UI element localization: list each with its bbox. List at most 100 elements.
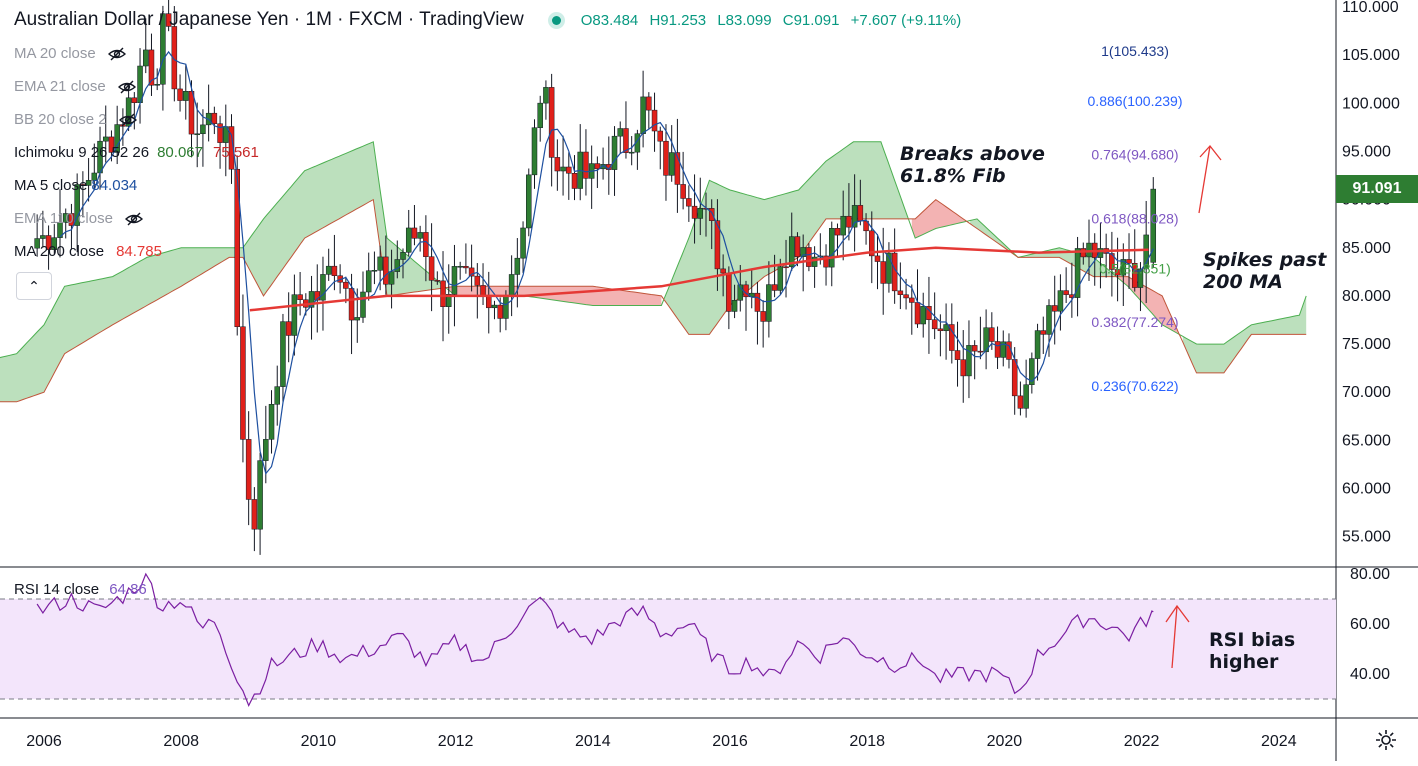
legend-ma5-label: MA 5 close bbox=[14, 177, 88, 194]
candle-body bbox=[594, 163, 601, 170]
legend-ema110-label: EMA 110 close bbox=[14, 210, 113, 227]
candle-body bbox=[108, 136, 115, 153]
candle-body bbox=[228, 126, 235, 170]
last-price-label: 91.091 bbox=[1336, 175, 1418, 203]
candle-body bbox=[51, 237, 58, 250]
hidden-eye-icon[interactable] bbox=[124, 212, 143, 226]
candle-body bbox=[285, 321, 292, 336]
candle-body bbox=[463, 265, 469, 269]
candle-body bbox=[566, 166, 572, 174]
candle-body bbox=[903, 294, 909, 299]
candle-body bbox=[1051, 305, 1058, 312]
low-value: L83.099 bbox=[717, 11, 772, 29]
candle-body bbox=[897, 290, 904, 295]
candle-body bbox=[1040, 330, 1047, 335]
candle-body bbox=[371, 270, 378, 272]
rsi-pane bbox=[0, 572, 1336, 707]
candle-body bbox=[966, 345, 972, 377]
candle-body bbox=[257, 460, 263, 530]
legend-bb[interactable]: BB 20 close 2 bbox=[14, 111, 137, 128]
legend-ichimoku[interactable]: Ichimoku 9 26 52 26 80.067 75.561 bbox=[14, 144, 259, 161]
ichimoku-cloud-segment bbox=[0, 141, 446, 402]
candle-body bbox=[1063, 290, 1069, 295]
candle-body bbox=[383, 256, 389, 285]
hidden-eye-icon[interactable] bbox=[117, 80, 136, 94]
candle-body bbox=[783, 266, 789, 269]
price-tick-label: 75.000 bbox=[1342, 336, 1391, 353]
price-tick-label: 105.000 bbox=[1342, 47, 1400, 64]
candle-body bbox=[245, 439, 252, 500]
candle-body bbox=[737, 284, 744, 301]
rsi-arrow-head bbox=[1165, 604, 1190, 623]
rsi-legend[interactable]: RSI 14 close 64.86 bbox=[14, 581, 147, 598]
price-tick-label: 65.000 bbox=[1342, 432, 1391, 449]
legend-ma200[interactable]: MA 200 close 84.785 bbox=[14, 243, 162, 260]
ichimoku-cloud-segment bbox=[664, 141, 909, 335]
hidden-eye-icon[interactable] bbox=[107, 47, 126, 61]
candle-body bbox=[806, 247, 812, 267]
candle-body bbox=[165, 13, 172, 27]
candle-body bbox=[937, 328, 944, 332]
gear-icon[interactable] bbox=[1374, 728, 1398, 752]
legend-ma5[interactable]: MA 5 close 84.034 bbox=[14, 177, 137, 194]
ohlc-readout: O83.484 H91.253 L83.099 C91.091 +7.607 (… bbox=[581, 12, 969, 29]
candle-body bbox=[846, 215, 852, 228]
rsi-tick-label: 80.00 bbox=[1350, 566, 1390, 583]
candle-body bbox=[325, 265, 332, 275]
candle-body bbox=[491, 304, 498, 309]
hidden-eye-icon[interactable] bbox=[118, 113, 137, 127]
candle-body bbox=[194, 133, 200, 136]
legend-ema21-label: EMA 21 close bbox=[14, 78, 106, 95]
change-value: +7.607 (+9.11%) bbox=[850, 11, 962, 29]
price-tick-label: 70.000 bbox=[1342, 384, 1391, 401]
price-tick-label: 85.000 bbox=[1342, 240, 1391, 257]
collapse-legend-button[interactable]: ⌃ bbox=[16, 272, 52, 300]
candle-body bbox=[989, 327, 995, 342]
annotation-line: 61.8% Fib bbox=[900, 165, 1006, 187]
annotation-line: RSI bias bbox=[1209, 629, 1296, 651]
candle-body bbox=[394, 259, 401, 272]
time-tick-label: 2010 bbox=[301, 733, 337, 750]
candle-body bbox=[994, 341, 1001, 358]
candle-body bbox=[1097, 248, 1104, 258]
candle-body bbox=[251, 499, 258, 530]
candle-body bbox=[320, 274, 326, 301]
candle-body bbox=[343, 281, 349, 289]
price-pane bbox=[0, 0, 1307, 555]
candle-body bbox=[794, 236, 801, 257]
candle-body bbox=[880, 261, 886, 284]
candle-body bbox=[674, 152, 681, 185]
legend-ema21[interactable]: EMA 21 close bbox=[14, 78, 136, 95]
candle-body bbox=[114, 124, 120, 153]
time-tick-label: 2024 bbox=[1261, 733, 1297, 750]
candle-body bbox=[451, 266, 458, 295]
candle-body bbox=[548, 87, 555, 158]
candle-body bbox=[720, 268, 726, 274]
legend-ichimoku-value1: 80.067 bbox=[157, 144, 203, 161]
candle-body bbox=[428, 256, 435, 281]
ichimoku-cloud-segment bbox=[1182, 295, 1307, 373]
candle-body bbox=[1109, 253, 1115, 270]
legend-ema110[interactable]: EMA 110 close bbox=[14, 210, 143, 227]
candle-body bbox=[1126, 259, 1132, 264]
open-value: O83.484 bbox=[580, 11, 639, 29]
candle-body bbox=[840, 215, 846, 236]
candle-body bbox=[211, 112, 218, 124]
candle-body bbox=[74, 184, 80, 226]
time-tick-label: 2006 bbox=[26, 733, 62, 750]
candle-body bbox=[508, 274, 515, 297]
candle-body bbox=[160, 13, 166, 85]
candle-body bbox=[1034, 330, 1041, 359]
price-tick-label: 80.000 bbox=[1342, 288, 1391, 305]
candle-body bbox=[348, 288, 355, 321]
candle-body bbox=[646, 96, 652, 111]
legend-ma20[interactable]: MA 20 close bbox=[14, 45, 126, 62]
annotation-line: Spikes past bbox=[1203, 249, 1327, 271]
candle-body bbox=[691, 205, 698, 219]
fib-level-label: 1(105.433) bbox=[1101, 43, 1169, 59]
candle-body bbox=[760, 311, 766, 322]
candle-body bbox=[85, 180, 92, 186]
high-value: H91.253 bbox=[649, 11, 707, 29]
